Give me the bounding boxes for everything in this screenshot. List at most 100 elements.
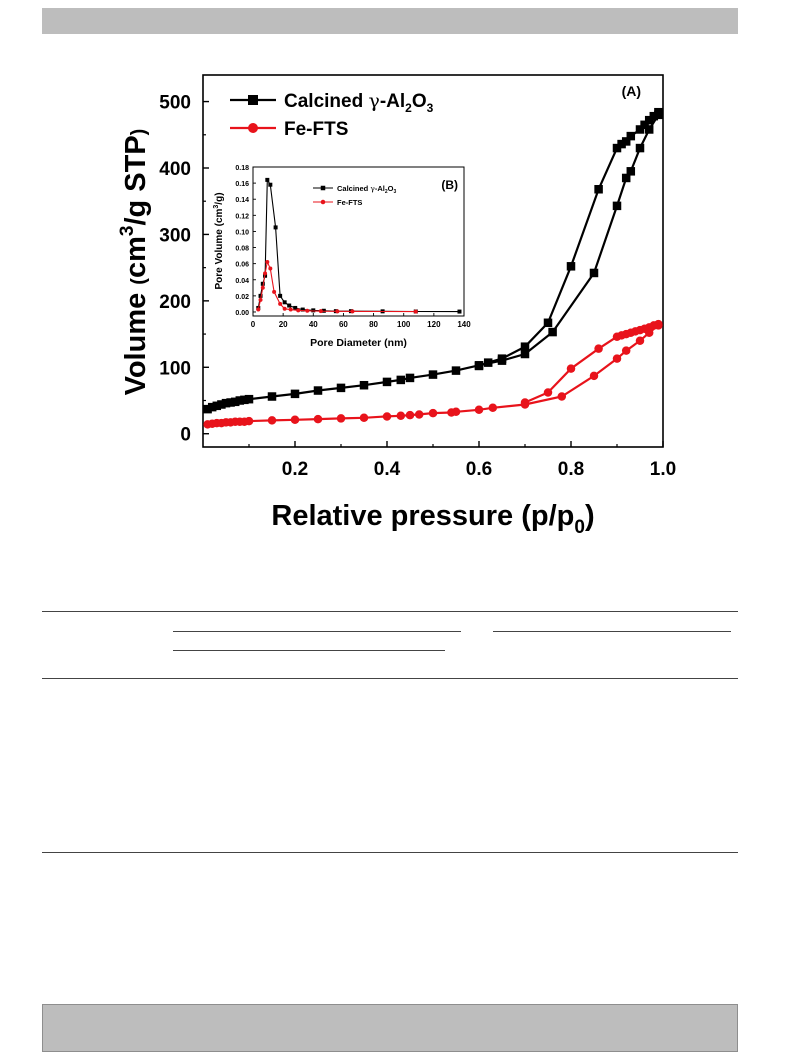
adsorption-point bbox=[635, 336, 645, 345]
inset-x-tick-label: 100 bbox=[397, 320, 411, 329]
adsorption-point bbox=[336, 414, 346, 423]
adsorption-point bbox=[313, 414, 323, 424]
adsorption-point bbox=[382, 412, 392, 421]
adsorption-point bbox=[267, 392, 277, 401]
panel-label-a: (A) bbox=[622, 83, 641, 99]
legend-marker bbox=[248, 123, 258, 133]
inset-x-axis-label: Pore Diameter (nm) bbox=[310, 337, 407, 349]
desorption-point bbox=[635, 125, 645, 134]
adsorption-point bbox=[589, 371, 599, 381]
adsorption-point bbox=[244, 394, 254, 404]
inset-x-tick-label: 140 bbox=[457, 320, 471, 329]
desorption-point bbox=[520, 398, 530, 407]
adsorption-point bbox=[267, 416, 277, 425]
inset-chart-panel-b: 0 20 40 60 80 100 120 140 0.00 0.02 0.04 0.06 0.08 0.… bbox=[213, 165, 471, 349]
inset-point bbox=[272, 289, 277, 294]
inset-point bbox=[318, 309, 323, 314]
inset-legend-label: Fe-FTS bbox=[337, 198, 362, 207]
desorption-point bbox=[594, 185, 603, 194]
inset-point bbox=[265, 260, 270, 265]
inset-x-tick-label: 80 bbox=[369, 320, 378, 329]
adsorption-point bbox=[621, 346, 631, 355]
inset-x-tick-label: 40 bbox=[309, 320, 318, 329]
inset-point bbox=[413, 309, 418, 314]
desorption-point bbox=[649, 111, 659, 121]
inset-y-tick-label: 0.14 bbox=[235, 197, 249, 204]
legend-marker bbox=[248, 95, 258, 105]
inset-y-tick-label: 0.18 bbox=[235, 165, 249, 172]
adsorption-point bbox=[626, 167, 636, 176]
adsorption-point bbox=[644, 125, 654, 134]
adsorption-point bbox=[621, 173, 631, 183]
inset-x-tick-label: 20 bbox=[279, 320, 288, 329]
inset-point bbox=[278, 301, 283, 306]
adsorption-point bbox=[520, 349, 530, 359]
inset-point bbox=[268, 182, 273, 187]
adsorption-point bbox=[474, 405, 484, 415]
adsorption-point bbox=[396, 411, 406, 421]
x-tick-label: 0.2 bbox=[282, 459, 308, 480]
inset-point bbox=[287, 303, 292, 308]
inset-legend-label: Calcined γ-Al2O3 bbox=[337, 184, 396, 195]
adsorption-point bbox=[382, 377, 392, 387]
legend-label: Calcined γ-Al2O3 bbox=[284, 90, 434, 115]
adsorption-point bbox=[589, 268, 599, 278]
adsorption-point bbox=[488, 403, 498, 413]
inset-legend-marker bbox=[320, 185, 326, 191]
inset-y-tick-label: 0.12 bbox=[235, 213, 249, 220]
desorption-point bbox=[483, 358, 493, 367]
adsorption-point bbox=[428, 408, 438, 418]
desorption-point bbox=[474, 361, 484, 371]
adsorption-point bbox=[203, 404, 212, 414]
desorption-point bbox=[612, 332, 622, 341]
inset-point bbox=[296, 308, 301, 313]
adsorption-point bbox=[451, 407, 461, 417]
inset-point bbox=[258, 297, 263, 302]
inset-point bbox=[335, 309, 340, 314]
x-tick-label: 0.8 bbox=[558, 459, 584, 480]
table-header-rule bbox=[42, 678, 738, 679]
x-axis-label: Relative pressure (p/p0) bbox=[271, 500, 594, 538]
desorption-point bbox=[520, 342, 530, 351]
adsorption-point bbox=[235, 396, 245, 405]
inset-point bbox=[256, 307, 261, 312]
inset-legend: Calcined γ-Al2O3 Fe-FTS bbox=[313, 184, 396, 207]
adsorption-point bbox=[230, 397, 240, 407]
inset-point bbox=[288, 307, 293, 312]
y-tick-label: 300 bbox=[159, 225, 191, 246]
table-subgroup-rule bbox=[173, 650, 445, 651]
x-tick-label: 1.0 bbox=[650, 459, 676, 480]
table-group-rule-1 bbox=[173, 631, 461, 632]
desorption-line bbox=[478, 111, 660, 368]
adsorption-point bbox=[221, 398, 231, 408]
inset-point bbox=[258, 293, 263, 298]
legend-label: Fe-FTS bbox=[284, 119, 348, 140]
inset-y-tick-label: 0.00 bbox=[235, 310, 249, 317]
top-grey-band bbox=[42, 8, 738, 34]
inset-point bbox=[305, 308, 310, 313]
inset-y-tick-label: 0.10 bbox=[235, 229, 249, 236]
adsorption-point bbox=[212, 401, 222, 411]
inset-point bbox=[282, 306, 287, 311]
adsorption-point bbox=[405, 410, 415, 420]
desorption-point bbox=[566, 262, 576, 271]
inset-point bbox=[260, 285, 265, 290]
adsorption-point bbox=[451, 366, 461, 375]
y-tick-label: 500 bbox=[159, 93, 191, 114]
inset-line bbox=[257, 260, 416, 313]
adsorption-point bbox=[290, 389, 300, 399]
desorption-point bbox=[626, 131, 636, 141]
inset-point bbox=[293, 305, 298, 310]
adsorption-point bbox=[244, 416, 254, 426]
inset-point bbox=[282, 300, 287, 305]
inset-point bbox=[265, 177, 270, 182]
x-tick-label: 0.6 bbox=[466, 459, 492, 480]
desorption-point bbox=[640, 120, 649, 130]
inset-point bbox=[278, 293, 283, 298]
desorption-point bbox=[644, 115, 654, 125]
adsorption-point bbox=[557, 392, 567, 401]
desorption-point bbox=[612, 143, 622, 153]
adsorption-point bbox=[207, 402, 217, 412]
table-group-rule-2 bbox=[493, 631, 731, 632]
